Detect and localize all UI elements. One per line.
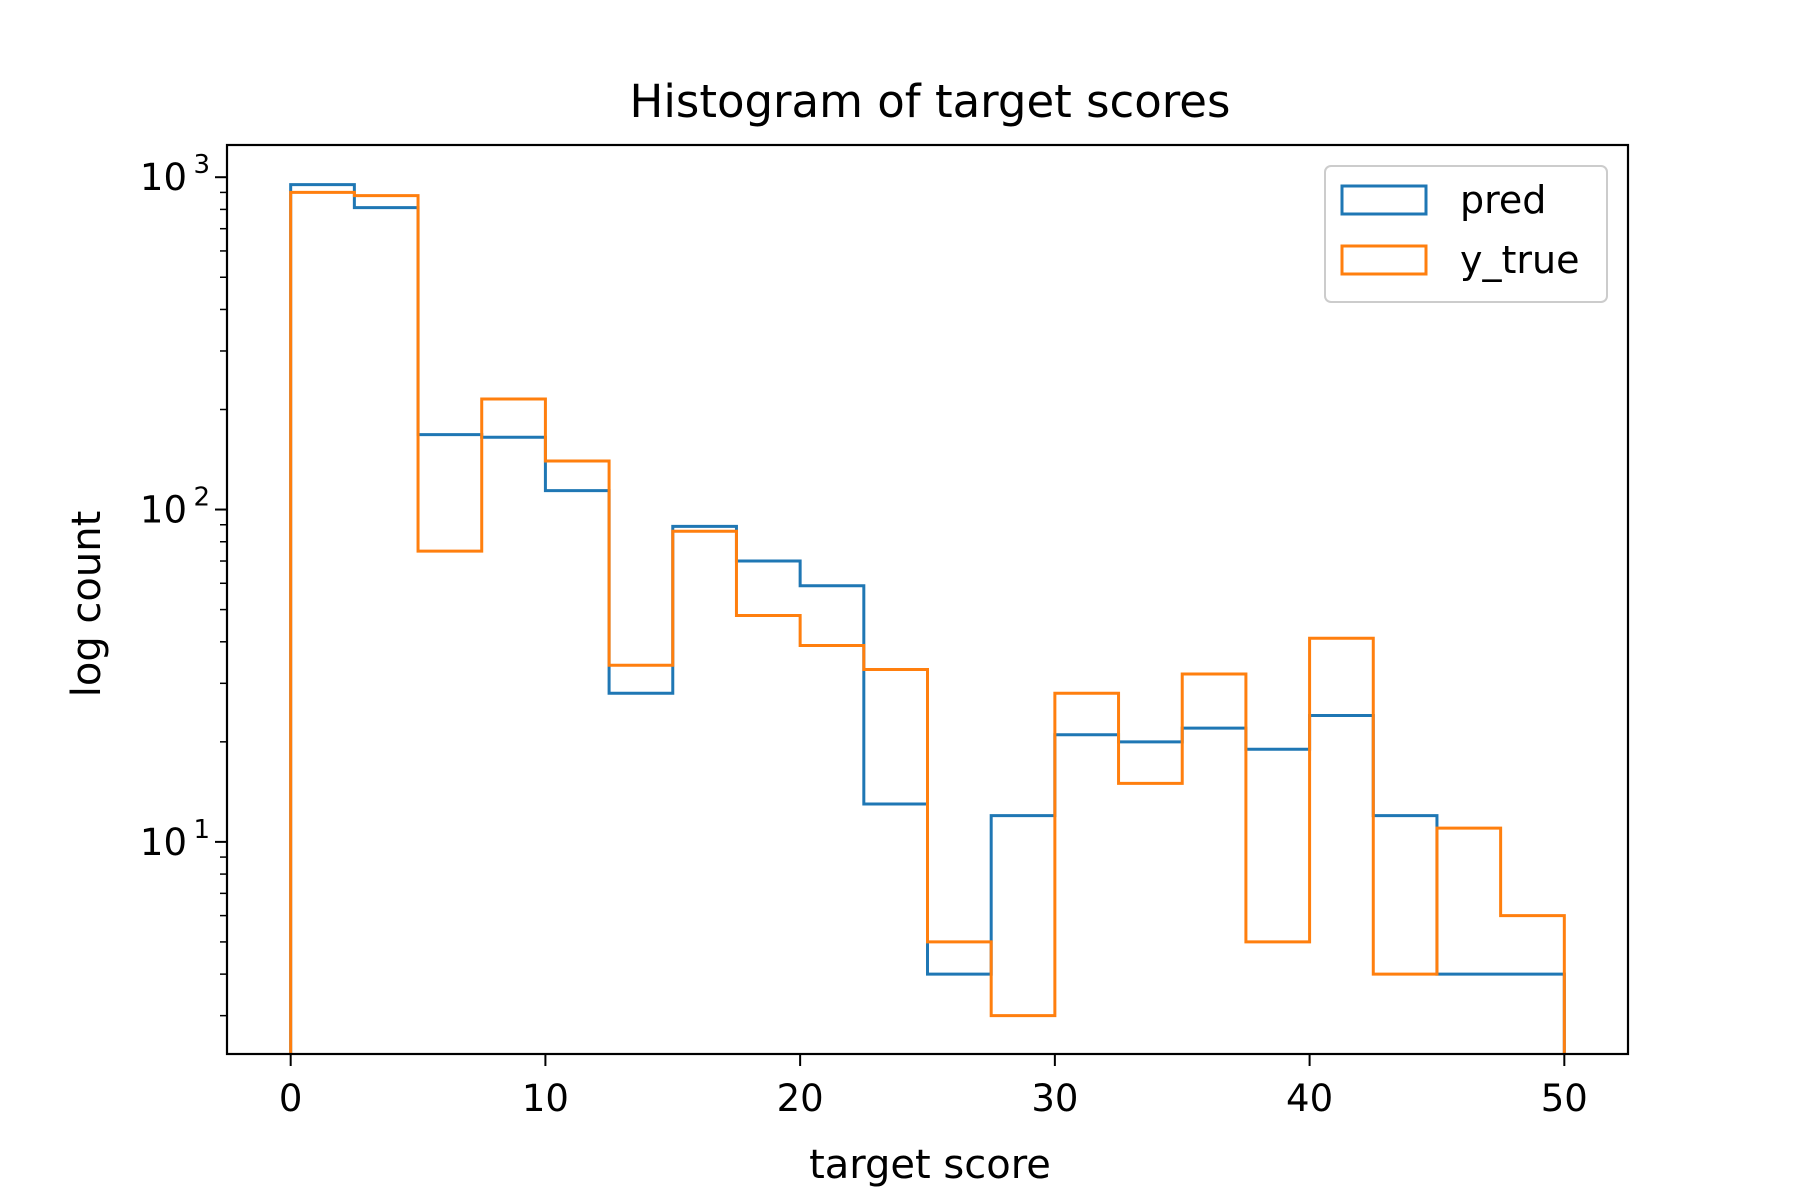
legend: pred y_true (1324, 165, 1608, 303)
y-tick-label: 10 (140, 156, 187, 199)
x-tick-label: 40 (1286, 1077, 1333, 1120)
x-tick-label: 30 (1031, 1077, 1078, 1120)
chart-title: Histogram of target scores (630, 75, 1231, 128)
y-tick-exponent: 3 (193, 150, 210, 180)
legend-label-pred: pred (1460, 178, 1546, 222)
y-tick-label: 10 (140, 489, 187, 532)
legend-box (1324, 165, 1608, 303)
x-axis-label: target score (809, 1142, 1051, 1188)
plot-frame (225, 143, 1630, 1056)
x-tick-label: 0 (279, 1077, 303, 1120)
x-tick-label: 50 (1541, 1077, 1588, 1120)
series-y-true-outline (289, 190, 1566, 1054)
x-tick-label: 20 (777, 1077, 824, 1120)
legend-label-y-true: y_true (1460, 238, 1579, 282)
y-tick-exponent: 2 (193, 483, 210, 513)
x-tick-label: 10 (522, 1077, 569, 1120)
y-tick-label: 10 (140, 821, 187, 864)
legend-swatch-y-true (1340, 244, 1428, 276)
legend-swatch-pred (1340, 184, 1428, 216)
y-tick-exponent: 1 (193, 815, 210, 845)
y-axis-label: log count (64, 511, 110, 698)
series-layer (289, 183, 1566, 1054)
